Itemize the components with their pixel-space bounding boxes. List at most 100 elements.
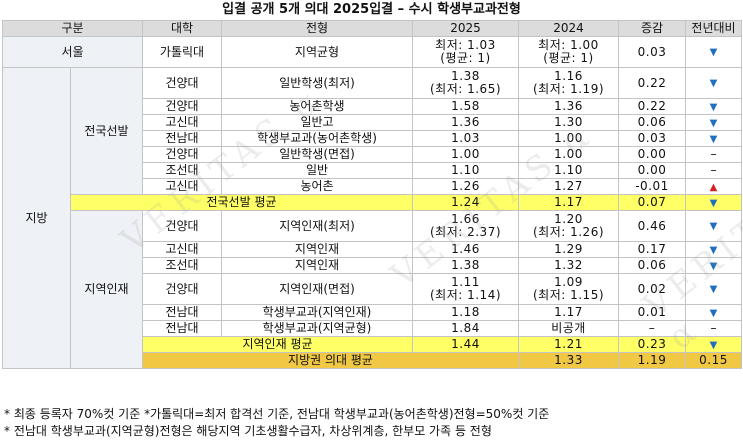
change-cell: 0.06 <box>618 114 686 131</box>
value-2024: 1.00 <box>518 146 619 163</box>
value-2025: 1.24 <box>412 194 519 211</box>
trend-cell: ▼ <box>685 241 742 258</box>
change-cell: 0.22 <box>618 98 686 115</box>
value-2025: 1.18 <box>412 304 519 321</box>
change-cell: 0.02 <box>618 273 686 305</box>
no-change-mark: – <box>710 163 717 177</box>
trend-cell: ▼ <box>685 98 742 115</box>
value-2025: 1.66 (최저: 2.37) <box>412 210 519 242</box>
arrow-down-icon: ▼ <box>709 244 718 256</box>
type-cell: 일반학생(면접) <box>221 146 413 163</box>
value-2025: 최저: 1.03 (평균: 1) <box>412 36 519 68</box>
table-row: 고신대 지역인재 1.46 1.29 0.17 ▼ <box>3 241 742 258</box>
univ-cell: 가톨릭대 <box>142 36 222 68</box>
header-2024: 2024 <box>518 20 619 37</box>
table-row: 전남대 학생부교과(지역인재) 1.18 1.17 0.01 ▼ <box>3 304 742 321</box>
value-2024: 1.17 <box>518 194 619 211</box>
trend-cell: ▼ <box>685 194 742 211</box>
type-cell: 지역균형 <box>221 36 413 68</box>
value-2024: 1.36 <box>518 98 619 115</box>
trend-cell: – <box>685 162 742 179</box>
univ-cell: 건양대 <box>142 210 222 242</box>
value-2025: 1.00 <box>412 146 519 163</box>
change-cell: 0.17 <box>618 241 686 258</box>
footnotes: * 최종 등록자 70%컷 기준 *가톨릭대=최저 합격선 기준, 전남대 학생… <box>4 406 549 440</box>
region-regional: 지역인재 <box>70 210 143 369</box>
change-cell: 0.15 <box>685 352 742 369</box>
univ-cell: 고신대 <box>142 114 222 131</box>
trend-cell: ▼ <box>685 114 742 131</box>
header-row: 구분 대학 전형 2025 2024 증감 전년대비 <box>2 20 742 37</box>
type-cell: 일반고 <box>221 114 413 131</box>
trend-cell: ▲ <box>685 178 742 195</box>
no-change-mark: – <box>710 147 717 161</box>
footnote: * 전남대 학생부교과(지역균형)전형은 해당지역 기초생활수급자, 차상위계층… <box>4 424 492 438</box>
header-2025: 2025 <box>412 20 519 37</box>
value-2024: 1.19 <box>618 352 686 369</box>
region-local: 지방 <box>2 67 71 369</box>
value-2025: 1.38 (최저: 1.65) <box>412 67 519 99</box>
type-cell: 지역인재 <box>221 257 413 274</box>
header-region: 구분 <box>2 20 143 37</box>
arrow-down-icon: ▼ <box>709 260 718 272</box>
value-2024: 비공개 <box>518 320 619 337</box>
change-cell: 0.03 <box>618 36 686 68</box>
type-cell: 농어촌 <box>221 178 413 195</box>
value-2024: 1.17 <box>518 304 619 321</box>
header-change: 증감 <box>618 20 686 37</box>
table-row: 전남대 학생부교과(지역균형) 1.84 비공개 – – <box>3 320 742 337</box>
value-2025: 1.11 (최저: 1.14) <box>412 273 519 305</box>
value-2025: 1.36 <box>412 114 519 131</box>
value-2025: 1.46 <box>412 241 519 258</box>
region-seoul: 서울 <box>2 36 143 68</box>
arrow-down-icon: ▼ <box>709 197 718 209</box>
univ-cell: 건양대 <box>142 273 222 305</box>
table-row: 건양대 지역인재(면접) 1.11 (최저: 1.14) 1.09 (최저: 1.1… <box>3 273 742 305</box>
type-cell: 일반 <box>221 162 413 179</box>
value-2025: 1.26 <box>412 178 519 195</box>
table-row: 지방 전국선발 건양대 일반학생(최저) 1.38 (최저: 1.65) 1.16… <box>2 67 742 369</box>
table-row: 고신대 일반고 1.36 1.30 0.06 ▼ <box>3 114 742 131</box>
arrow-down-icon: ▼ <box>709 133 718 145</box>
univ-cell: 건양대 <box>142 67 222 99</box>
trend-cell: ▼ <box>685 304 742 321</box>
admission-table: 구분 대학 전형 2025 2024 증감 전년대비 서울 가톨릭대 지역균형 … <box>2 20 742 369</box>
type-cell: 학생부교과(지역균형) <box>221 320 413 337</box>
average-row-total: 지방권 의대 평균 1.33 1.19 0.15 ▼ <box>3 352 742 369</box>
value-2024: 1.16 (최저: 1.19) <box>518 67 619 99</box>
value-2024: 1.20 (최저: 1.26) <box>518 210 619 242</box>
value-2024: 1.30 <box>518 114 619 131</box>
univ-cell: 건양대 <box>142 98 222 115</box>
value-2024: 1.32 <box>518 257 619 274</box>
average-label: 전국선발 평균 <box>70 194 413 211</box>
trend-cell: ▼ <box>685 67 742 99</box>
type-cell: 학생부교과(지역인재) <box>221 304 413 321</box>
table-row: 전남대 학생부교과(농어촌학생) 1.03 1.00 0.03 ▼ <box>3 130 742 147</box>
univ-cell: 조선대 <box>142 162 222 179</box>
trend-cell: ▼ <box>685 257 742 274</box>
value-2025: 1.38 <box>412 257 519 274</box>
average-row-regional: 지역인재 평균 1.44 1.21 0.23 ▼ <box>3 336 742 353</box>
change-cell: 0.00 <box>618 146 686 163</box>
change-cell: 0.00 <box>618 162 686 179</box>
value-2025: 1.10 <box>412 162 519 179</box>
change-cell: -0.01 <box>618 178 686 195</box>
change-cell: – <box>618 320 686 337</box>
value-2025: 1.33 <box>518 352 619 369</box>
trend-cell: ▼ <box>685 273 742 305</box>
region-national: 전국선발 <box>70 67 143 195</box>
type-cell: 지역인재 <box>221 241 413 258</box>
value-2024: 최저: 1.00 (평균: 1) <box>518 36 619 68</box>
average-label: 지방권 의대 평균 <box>142 352 519 369</box>
header-type: 전형 <box>221 20 413 37</box>
table-row: 조선대 일반 1.10 1.10 0.00 – <box>3 162 742 179</box>
header-trend: 전년대비 <box>685 20 742 37</box>
value-2024: 1.00 <box>518 130 619 147</box>
univ-cell: 전남대 <box>142 130 222 147</box>
average-label: 지역인재 평균 <box>142 336 413 353</box>
value-2024: 1.29 <box>518 241 619 258</box>
univ-cell: 전남대 <box>142 304 222 321</box>
no-change-mark: – <box>710 321 717 335</box>
univ-cell: 조선대 <box>142 257 222 274</box>
value-2024: 1.27 <box>518 178 619 195</box>
